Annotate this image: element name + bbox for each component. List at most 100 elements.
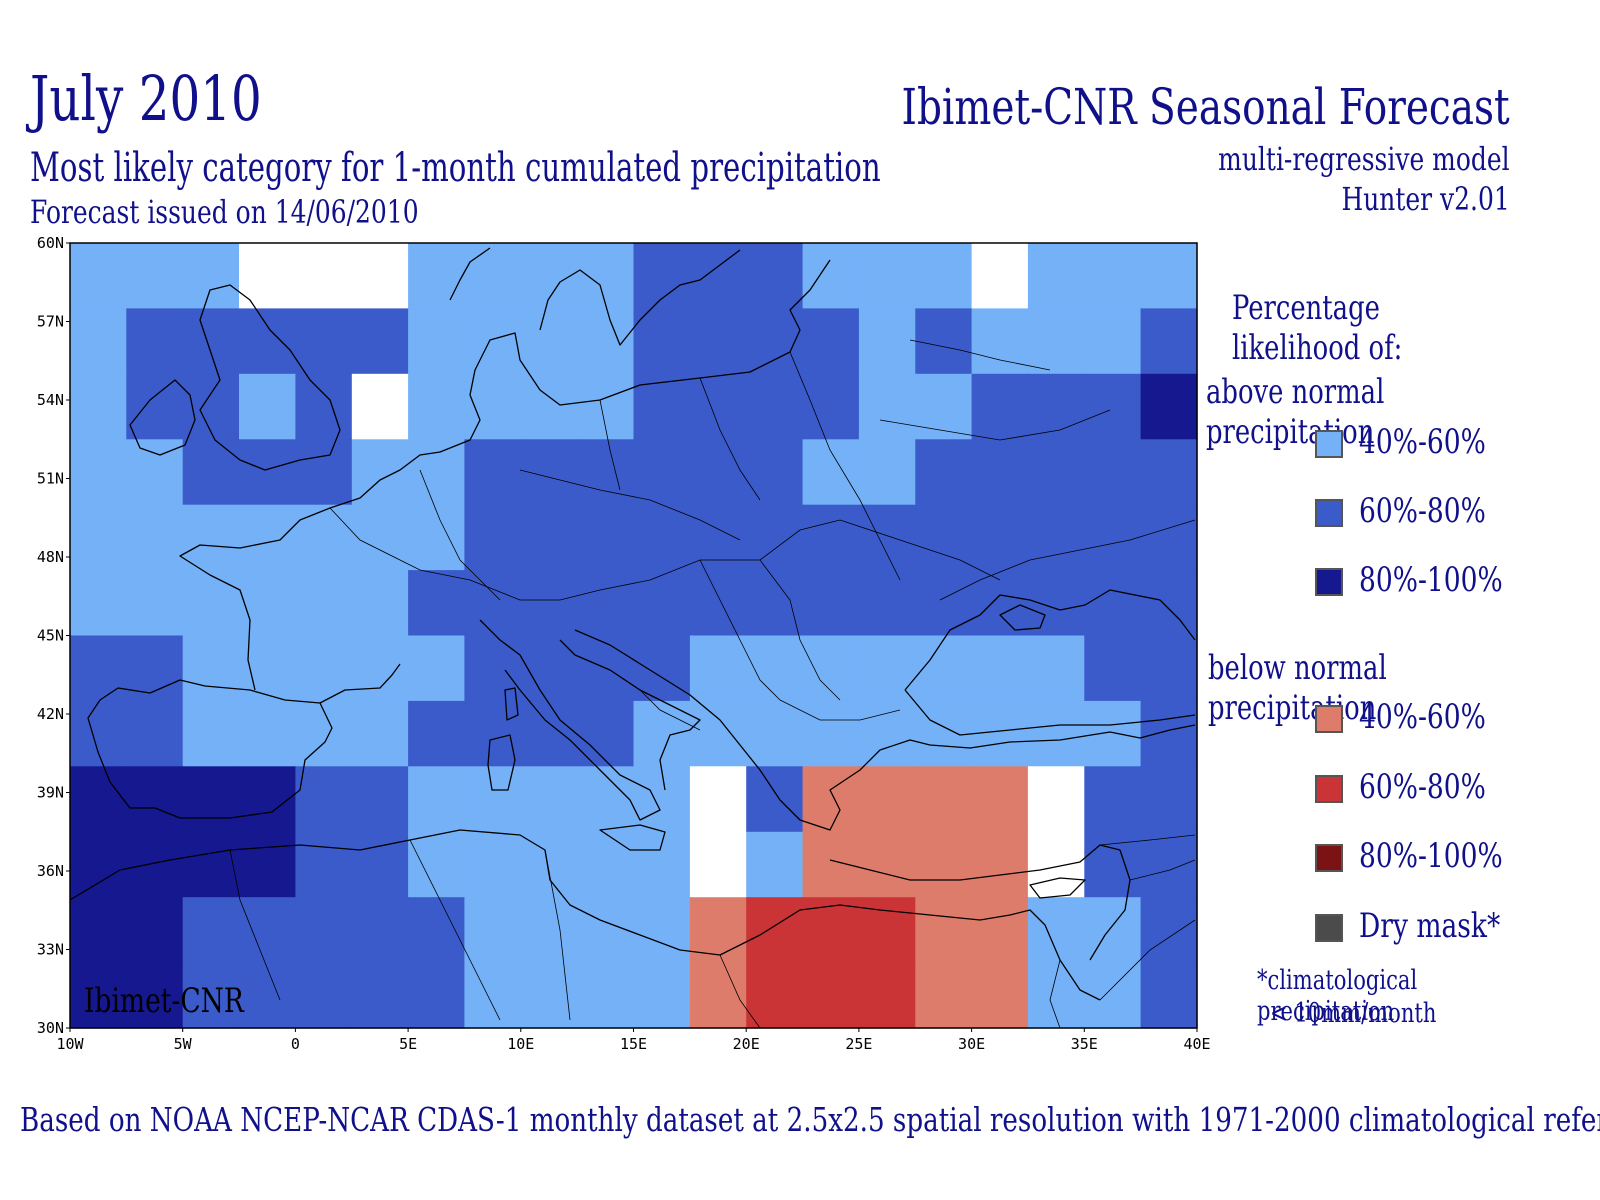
grid-cell [351, 700, 409, 767]
grid-cell [351, 635, 409, 702]
grid-cell [520, 700, 578, 767]
grid-cell [408, 897, 466, 964]
grid-cell [858, 243, 916, 309]
grid-cell [858, 439, 916, 506]
grid-cell [915, 439, 973, 506]
grid-cell [689, 570, 747, 637]
grid-cell [295, 635, 353, 702]
grid-cell [70, 373, 127, 440]
grid-cell [746, 897, 804, 964]
grid-cell [746, 831, 804, 898]
grid-cell [1027, 373, 1085, 440]
grid-cell [520, 570, 578, 637]
grid-cell [1084, 897, 1142, 964]
legend-below-heading: below normal precipitation [1208, 648, 1387, 728]
legend-above-heading: above normal precipitation [1206, 372, 1385, 452]
grid-cell [858, 897, 916, 964]
grid-cell [858, 831, 916, 898]
grid-cell [351, 373, 409, 440]
lon-tick-label: 5E [399, 1035, 417, 1053]
grid-cell [1084, 243, 1142, 309]
grid-cell [1027, 504, 1085, 571]
coastline-ireland [129, 379, 196, 456]
page-title: July 2010 [30, 62, 262, 135]
grid-cell [1140, 766, 1198, 833]
grid-cell [915, 635, 973, 702]
grid-cell [746, 962, 804, 1029]
coastline-africa [69, 829, 1101, 1001]
lat-tick-label: 42N [37, 705, 64, 723]
grid-cell [182, 962, 240, 1029]
legend-swatch [1315, 844, 1343, 872]
grid-cell [464, 635, 522, 702]
grid-cell [802, 897, 860, 964]
legend-note-line2: < 10mm/month [1270, 998, 1437, 1029]
legend-label: 80%-100% [1359, 560, 1503, 600]
grid-cell [295, 831, 353, 898]
grid-cell [746, 700, 804, 767]
grid-cell [1140, 635, 1198, 702]
grid-cell [1140, 897, 1198, 964]
legend-label: 80%-100% [1359, 836, 1503, 876]
legend-swatch [1315, 775, 1343, 803]
grid-cell [408, 831, 466, 898]
grid-cell [1140, 700, 1198, 767]
grid-cell [408, 373, 466, 440]
grid-cell [1084, 766, 1142, 833]
lon-tick-label: 15E [620, 1035, 647, 1053]
grid-cell [633, 308, 691, 375]
grid-cell [351, 308, 409, 375]
grid-cell [633, 962, 691, 1029]
grid-cell [746, 373, 804, 440]
lat-tick-label: 33N [37, 941, 64, 959]
grid-cell [464, 439, 522, 506]
grid-cell [577, 962, 635, 1029]
grid-cell [1084, 439, 1142, 506]
grid-cell [802, 439, 860, 506]
grid-cell [858, 962, 916, 1029]
grid-cell [408, 700, 466, 767]
lon-tick-label: 30E [958, 1035, 985, 1053]
grid-cell [239, 308, 296, 375]
watermark: Ibimet-CNR [84, 982, 245, 1021]
legend-label: 40%-60% [1359, 697, 1486, 737]
grid-cell [802, 243, 860, 309]
grid-cell [858, 570, 916, 637]
data-source-footer: Based on NOAA NCEP-NCAR CDAS-1 monthly d… [20, 1100, 1600, 1139]
grid-cell [915, 831, 973, 898]
grid-cell [915, 308, 973, 375]
grid-cell [520, 373, 578, 440]
grid-cell [802, 700, 860, 767]
grid-cell [971, 570, 1029, 637]
grid-cell [577, 831, 635, 898]
grid-cell [577, 570, 635, 637]
grid-cell [633, 504, 691, 571]
grid-cell [351, 504, 409, 571]
grid-cell [689, 962, 747, 1029]
grid-cell [182, 308, 240, 375]
grid-cell [408, 962, 466, 1029]
grid-cell [351, 439, 409, 506]
grid-cell [464, 897, 522, 964]
lat-tick-label: 48N [37, 548, 64, 566]
grid-cell [1084, 635, 1142, 702]
grid-cell [464, 308, 522, 375]
lon-tick-label: 40E [1183, 1035, 1210, 1053]
grid-cell [577, 439, 635, 506]
grid-cell [464, 831, 522, 898]
grid-cell [126, 700, 184, 767]
legend-swatch [1315, 499, 1343, 527]
legend-label: 40%-60% [1359, 422, 1486, 462]
grid-cell [70, 700, 127, 767]
grid-cell [1140, 439, 1198, 506]
grid-cell [408, 635, 466, 702]
lat-tick-label: 45N [37, 627, 64, 645]
grid-cell [577, 897, 635, 964]
grid-cell [520, 962, 578, 1029]
grid-cell [915, 962, 973, 1029]
grid-cell [1084, 962, 1142, 1029]
grid-cell [295, 308, 353, 375]
grid-cell [1140, 504, 1198, 571]
coastline-france [179, 394, 481, 704]
grid-cell [577, 700, 635, 767]
